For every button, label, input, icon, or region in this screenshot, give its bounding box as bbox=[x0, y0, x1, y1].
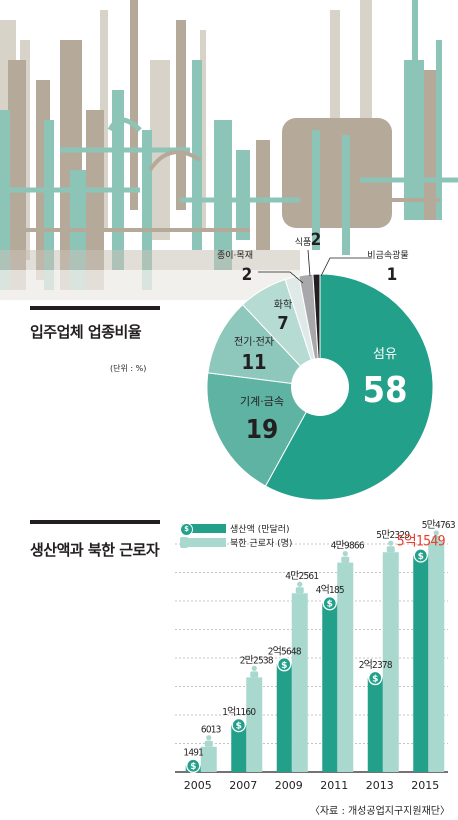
worker-head-icon bbox=[342, 550, 348, 557]
dollar-sign: $ bbox=[190, 762, 196, 772]
year-label-2009: 2009 bbox=[275, 779, 303, 792]
pie-label-paper: 종이·목재 bbox=[217, 250, 253, 261]
production-label-2013: 2억2378 bbox=[359, 659, 393, 671]
production-bar-chart: $1491 6013 2005 $1억1160 2만2538 2007 $2억5648 4만2… bbox=[175, 519, 456, 792]
bar-workers-2013 bbox=[382, 552, 399, 772]
pie-value-paper: 2 bbox=[242, 265, 253, 285]
workers-label-2005: 6013 bbox=[201, 725, 221, 736]
dollar-coin-icon bbox=[186, 758, 201, 773]
worker-head-icon bbox=[388, 540, 394, 546]
bar-production-2011 bbox=[322, 603, 338, 772]
dollar-sign: $ bbox=[281, 661, 287, 671]
worker-icon bbox=[386, 546, 395, 553]
legend-production-label: 생산액 (만달러) bbox=[230, 525, 290, 535]
workers-label-2013: 5만2329 bbox=[376, 529, 410, 541]
worker-icon bbox=[341, 556, 350, 563]
year-label-2005: 2005 bbox=[184, 779, 212, 792]
worker-icon bbox=[204, 740, 213, 747]
leader-line-food bbox=[307, 249, 311, 277]
worker-icon bbox=[295, 587, 304, 594]
pie-label-electric: 전기·전자 bbox=[234, 336, 274, 348]
dollar-sign: $ bbox=[236, 722, 242, 732]
pie-value-textile: 58 bbox=[362, 370, 407, 411]
pie-label-chemical: 화학 bbox=[274, 299, 292, 311]
year-label-2007: 2007 bbox=[229, 779, 257, 792]
bar-production-2009 bbox=[276, 664, 292, 772]
leader-line-nonmetal bbox=[320, 257, 372, 277]
leader-line-paper bbox=[258, 271, 304, 284]
pie-section-divider bbox=[30, 306, 160, 310]
pie-value-chemical: 7 bbox=[277, 313, 288, 334]
legend-workers: 북한 근로자 (명) bbox=[180, 536, 293, 549]
bar-workers-2005 bbox=[200, 746, 217, 772]
production-label-2015: 5억1549 bbox=[397, 533, 446, 549]
refinery-illustration bbox=[0, 0, 458, 300]
bar-section-divider bbox=[30, 520, 160, 524]
year-label-2013: 2013 bbox=[366, 779, 394, 792]
bar-workers-2009 bbox=[291, 593, 308, 772]
worker-icon bbox=[432, 536, 441, 542]
worker-head-icon bbox=[297, 581, 303, 587]
bar-workers-2015 bbox=[428, 542, 445, 772]
pie-label-textile: 섬유 bbox=[373, 347, 397, 362]
pie-value-nonmetal: 1 bbox=[387, 265, 398, 285]
pie-center-hole bbox=[291, 358, 349, 416]
workers-label-2011: 4만9866 bbox=[331, 540, 365, 552]
pie-unit: (단위 : %) bbox=[110, 364, 147, 373]
data-source: 〈자료 : 개성공업지구지원재단〉 bbox=[309, 806, 450, 817]
workers-label-2015: 5만4763 bbox=[422, 519, 455, 531]
dollar-coin-icon bbox=[277, 657, 292, 672]
workers-label-2009: 4만2561 bbox=[285, 570, 318, 582]
dollar-coin-icon bbox=[322, 596, 337, 611]
dollar-sign: $ bbox=[372, 675, 378, 685]
year-label-2011: 2011 bbox=[320, 779, 348, 792]
pie-value-machine: 19 bbox=[246, 415, 279, 445]
bar-workers-2007 bbox=[246, 677, 263, 772]
dollar-coin-icon bbox=[413, 548, 428, 563]
worker-head-icon bbox=[433, 530, 439, 536]
bar-production-2007 bbox=[231, 725, 247, 772]
dollar-icon: $ bbox=[180, 523, 193, 536]
dollar-sign: $ bbox=[327, 600, 333, 610]
worker-head-icon bbox=[206, 735, 212, 741]
year-label-2015: 2015 bbox=[411, 779, 439, 792]
workers-label-2007: 2만2538 bbox=[240, 654, 274, 666]
pie-label-food: 식품 bbox=[295, 237, 312, 248]
bar-workers-2011 bbox=[337, 562, 354, 772]
dollar-coin-icon bbox=[231, 717, 246, 733]
pie-title: 입주업체 업종비율 bbox=[30, 323, 142, 341]
legend-production-swatch: $ bbox=[180, 523, 226, 536]
production-label-2009: 2억5648 bbox=[268, 645, 302, 657]
legend-workers-label: 북한 근로자 (명) bbox=[230, 539, 293, 549]
pie-label-machine: 기계·금속 bbox=[240, 395, 284, 408]
pie-slice-textile bbox=[264, 273, 434, 501]
worker-head-icon bbox=[251, 665, 257, 671]
production-label-2007: 1억1160 bbox=[222, 706, 256, 718]
bar-production-2015 bbox=[413, 555, 429, 772]
worker-icon bbox=[180, 537, 188, 548]
dollar-sign: $ bbox=[418, 552, 424, 562]
legend-workers-swatch bbox=[180, 537, 226, 548]
pie-value-electric: 11 bbox=[241, 350, 266, 374]
pie-slice-electric bbox=[207, 303, 322, 388]
production-label-2011: 4억185 bbox=[316, 584, 344, 596]
bar-title: 생산액과 북한 근로자 bbox=[30, 541, 160, 559]
production-label-2005: 1491 bbox=[183, 748, 203, 759]
pie-label-nonmetal: 비금속광물 bbox=[367, 249, 408, 261]
pie-value-food: 2 bbox=[311, 230, 322, 250]
legend-production: $ 생산액 (만달러) bbox=[180, 522, 290, 536]
bar-production-2013 bbox=[367, 678, 383, 772]
dollar-coin-icon bbox=[368, 670, 383, 686]
pie-slice-machine bbox=[206, 372, 321, 487]
worker-icon bbox=[250, 671, 259, 678]
